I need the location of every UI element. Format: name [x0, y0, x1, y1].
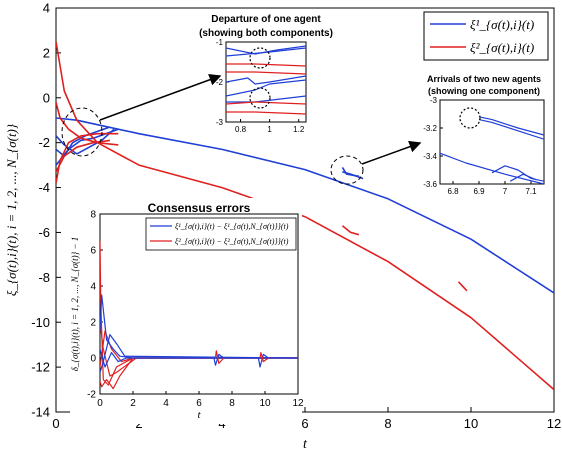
- inset_arrivals-ytick-label: -3.2: [423, 124, 437, 133]
- inset_arrivals-series-blue-4: [509, 173, 537, 182]
- arrivals-callout-ellipse: [330, 155, 364, 185]
- inset_errors-series-blue-5: [100, 334, 298, 373]
- errors-inset-ylabel: δ_{σ(t),i}(t), i = 1, 2, ..., N_{σ(t)} −…: [70, 237, 80, 372]
- errors-legend: ξ¹_{σ(t),i}(t) − ξ¹_{σ(t),N_{σ(t)}}(t) ξ…: [145, 217, 297, 251]
- main-series-red-10: [341, 225, 360, 236]
- main-ytick-label: 2: [43, 45, 50, 60]
- departure-inset: 0.8 1 1.2 -3 -2 -1: [216, 38, 307, 134]
- main-ytick-label: 0: [43, 90, 50, 105]
- main-series-blue-0: [56, 117, 554, 294]
- inset_errors-ytick-label: -2: [87, 390, 96, 401]
- inset_errors-xtick-label: 10: [259, 398, 271, 409]
- main-ytick-label: -2: [38, 135, 50, 150]
- inset_departure-xtick-label: 1.2: [293, 125, 305, 134]
- main-ylabel: ξ_{σ(t),i}(t), i = 1, 2, ..., N_{σ(t)}: [4, 123, 19, 296]
- inset_errors-series-red-10: [259, 352, 269, 363]
- inset_departure-ytick-label: -2: [216, 78, 224, 87]
- inset_errors-ytick-label: 8: [90, 210, 96, 221]
- inset_errors-xtick-label: 8: [229, 398, 235, 409]
- main-xtick-label: 8: [384, 416, 391, 431]
- main-ytick-label: 4: [43, 1, 50, 16]
- inset_errors-series-blue-9: [257, 353, 269, 368]
- inset_errors-series-blue-7: [213, 353, 225, 366]
- main-legend-box: [423, 11, 549, 61]
- arrivals-annotation-title: Arrivals of two new agents: [427, 74, 541, 84]
- inset_arrivals-series-blue-1: [478, 116, 544, 136]
- errors-legend-box: [145, 217, 297, 251]
- inset_departure-xtick-label: 1: [267, 125, 272, 134]
- departure-callout-arrow: [99, 73, 222, 121]
- inset_departure-series-blue-4: [226, 47, 306, 57]
- inset_errors-xtick-label: 0: [97, 398, 103, 409]
- arrivals-inset-frame: [439, 99, 545, 185]
- main-legend-entry-red: ξ²_{σ(t),i}(t): [470, 40, 534, 55]
- inset_errors-xtick-label: 4: [163, 398, 169, 409]
- departure-inset-highlight-upper: [249, 47, 271, 69]
- departure-annotation-title: Departure of one agent: [211, 14, 321, 25]
- main-xtick-label: 10: [464, 416, 478, 431]
- inset_errors-series-blue-6: [100, 348, 298, 368]
- inset_departure-xtick-label: 0.8: [235, 125, 247, 134]
- main-ytick-label: -10: [31, 315, 50, 330]
- main-series-red-6: [56, 41, 554, 391]
- departure-inset-highlight-lower: [249, 87, 271, 109]
- main-ytick-label: -6: [38, 225, 50, 240]
- arrivals-inset-highlight: [459, 107, 481, 129]
- departure-annotation-sub: (showing both components): [199, 28, 333, 39]
- inset_arrivals-series-blue-2: [478, 119, 544, 140]
- inset_arrivals-xtick-label: 7: [503, 187, 508, 196]
- inset_errors-ytick-label: 6: [90, 246, 96, 257]
- errors-legend-entry-red: ξ²_{σ(t),i}(t) − ξ²_{σ(t),N_{σ(t)}}(t): [175, 237, 289, 246]
- arrivals-inset: 6.8 6.9 7 7.1 -3.6 -3.4 -3.2 -3: [423, 96, 545, 196]
- errors-legend-entry-blue: ξ¹_{σ(t),i}(t) − ξ¹_{σ(t),N_{σ(t)}}(t): [175, 222, 289, 231]
- inset_errors-xtick-label: 6: [196, 398, 202, 409]
- inset_errors-series-red-8: [214, 350, 225, 364]
- inset_errors-ytick-label: 2: [90, 318, 96, 329]
- inset_departure-ytick-label: -3: [216, 118, 224, 127]
- inset_departure-series-blue-0: [226, 75, 306, 85]
- inset_departure-series-blue-1: [226, 79, 306, 97]
- inset_departure-series-red-8: [226, 111, 306, 115]
- inset_arrivals-xtick-label: 7.1: [525, 187, 537, 196]
- inset_arrivals-ytick-label: -3.4: [423, 152, 437, 161]
- main-legend-entry-blue: ξ¹_{σ(t),i}(t): [470, 17, 534, 32]
- errors-inset-xlabel: t: [197, 409, 201, 421]
- main-series-red-9: [56, 139, 111, 173]
- main-series-blue-5: [341, 166, 360, 178]
- main-ytick-label: -8: [38, 270, 50, 285]
- inset_arrivals-ytick-label: -3: [430, 96, 438, 105]
- inset_errors-xtick-label: 2: [130, 398, 136, 409]
- inset_errors-ytick-label: 0: [90, 354, 96, 365]
- inset_departure-ytick-label: -1: [216, 38, 224, 47]
- departure-callout-ellipse: [61, 107, 103, 157]
- main-xtick-label: 12: [547, 416, 561, 431]
- main-xtick-label: 0: [52, 416, 59, 431]
- main-legend: ξ¹_{σ(t),i}(t) ξ²_{σ(t),i}(t): [423, 11, 549, 61]
- main-series-blue-2: [56, 128, 115, 155]
- inset_arrivals-ytick-label: -3.6: [423, 180, 437, 189]
- main-xlabel: t: [303, 437, 308, 452]
- inset_errors-ytick-label: 4: [90, 282, 96, 293]
- inset_departure-series-red-6: [226, 71, 306, 75]
- main-ytick-label: -12: [31, 360, 50, 375]
- main-series-red-8: [56, 102, 119, 146]
- main-ytick-label: -14: [31, 405, 50, 420]
- inset_departure-series-red-7: [226, 101, 306, 105]
- arrivals-annotation-sub: (showing one component): [428, 86, 540, 96]
- main-ytick-label: -4: [38, 180, 50, 195]
- main-series-red-11: [457, 281, 468, 292]
- arrivals-callout-arrow: [361, 140, 422, 165]
- inset_arrivals-xtick-label: 6.8: [447, 187, 459, 196]
- inset_errors-xtick-label: 12: [292, 398, 304, 409]
- main-xtick-label: 6: [301, 416, 308, 431]
- inset_arrivals-series-blue-0: [440, 152, 544, 184]
- inset_departure-series-red-5: [226, 63, 306, 67]
- errors-inset-title: Consensus errors: [148, 201, 251, 215]
- inset_arrivals-xtick-label: 6.9: [473, 187, 485, 196]
